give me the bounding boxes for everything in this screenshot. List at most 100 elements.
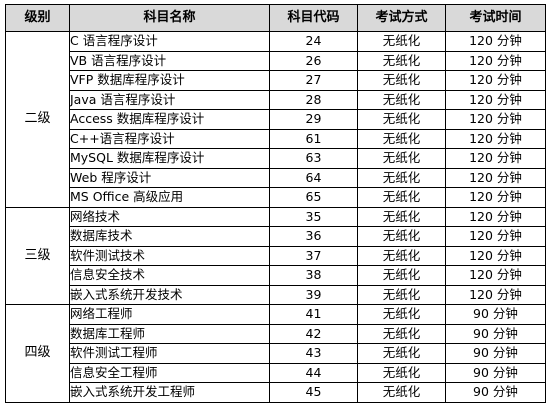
exam-method-cell: 无纸化 (357, 323, 446, 344)
table-row: 二级 C 语言程序设计 24 无纸化 120 分钟 (5, 31, 546, 208)
subject-name-cell: VB 语言程序设计 (69, 50, 270, 71)
exam-method-cell: 无纸化 (357, 206, 446, 227)
exam-time-cell: 90 分钟 (445, 304, 546, 325)
subject-name-cell: 网络工程师 (69, 304, 270, 325)
subject-name-cell: C 语言程序设计 (69, 31, 270, 52)
exam-time-cell: 120 分钟 (445, 89, 546, 110)
exam-time-cell: 120 分钟 (445, 187, 546, 208)
exam-method-cell: 无纸化 (357, 148, 446, 169)
table-row: 数据库工程师 42 无纸化 90 分钟 (6, 323, 546, 344)
subject-code-cell: 64 (269, 167, 358, 188)
table-row: MS Office 高级应用 65 无纸化 120 分钟 (6, 187, 546, 208)
subject-code-cell: 43 (269, 343, 358, 364)
exam-time-cell: 90 分钟 (445, 362, 546, 383)
exam-time-cell: 120 分钟 (445, 265, 546, 286)
header-subject-code: 科目代码 (269, 4, 358, 32)
exam-time-cell: 120 分钟 (445, 50, 546, 71)
subject-code-cell: 45 (269, 382, 358, 403)
subject-name-cell: VFP 数据库程序设计 (69, 70, 270, 91)
header-exam-time: 考试时间 (445, 4, 546, 32)
subject-code-cell: 38 (269, 265, 358, 286)
table-header-row: 级别 科目名称 科目代码 考试方式 考试时间 (5, 4, 546, 32)
exam-method-cell: 无纸化 (357, 89, 446, 110)
header-exam-method: 考试方式 (357, 4, 446, 32)
table-row: Web 程序设计 64 无纸化 120 分钟 (6, 167, 546, 188)
subject-code-cell: 35 (269, 206, 358, 227)
header-subject-name: 科目名称 (69, 4, 270, 32)
subject-name-cell: 数据库工程师 (69, 323, 270, 344)
table-row: 数据库技术 36 无纸化 120 分钟 (6, 226, 546, 247)
subject-name-cell: Web 程序设计 (69, 167, 270, 188)
subject-code-cell: 36 (269, 226, 358, 247)
exam-method-cell: 无纸化 (357, 362, 446, 383)
table-row: 信息安全技术 38 无纸化 120 分钟 (6, 265, 546, 286)
exam-time-cell: 120 分钟 (445, 31, 546, 52)
exam-time-cell: 120 分钟 (445, 109, 546, 130)
exam-method-cell: 无纸化 (357, 343, 446, 364)
subject-name-cell: 软件测试技术 (69, 245, 270, 266)
exam-method-cell: 无纸化 (357, 128, 446, 149)
subject-name-cell: MS Office 高级应用 (69, 187, 270, 208)
level-cell: 二级 (5, 31, 70, 208)
table-row: VFP 数据库程序设计 27 无纸化 120 分钟 (6, 70, 546, 91)
subject-name-cell: 信息安全技术 (69, 265, 270, 286)
subject-code-cell: 65 (269, 187, 358, 208)
subject-name-cell: 嵌入式系统开发工程师 (69, 382, 270, 403)
exam-subject-table: 级别 科目名称 科目代码 考试方式 考试时间 二级 C 语言程序设计 24 无纸化 12… (5, 4, 546, 403)
exam-method-cell: 无纸化 (357, 187, 446, 208)
table-row: VB 语言程序设计 26 无纸化 120 分钟 (6, 50, 546, 71)
document-page: 级别 科目名称 科目代码 考试方式 考试时间 二级 C 语言程序设计 24 无纸化 12… (5, 4, 546, 403)
exam-method-cell: 无纸化 (357, 226, 446, 247)
table-row: 软件测试工程师 43 无纸化 90 分钟 (6, 343, 546, 364)
table-body: 二级 C 语言程序设计 24 无纸化 120 分钟 VB 语言程序设计 26 无纸化 120 分… (5, 31, 546, 403)
exam-method-cell: 无纸化 (357, 284, 446, 305)
subject-name-cell: 数据库技术 (69, 226, 270, 247)
subject-code-cell: 41 (269, 304, 358, 325)
table-row: 信息安全工程师 44 无纸化 90 分钟 (6, 362, 546, 383)
exam-method-cell: 无纸化 (357, 31, 446, 52)
subject-code-cell: 39 (269, 284, 358, 305)
exam-time-cell: 90 分钟 (445, 343, 546, 364)
table-row: 三级 网络技术 35 无纸化 120 分钟 (5, 206, 546, 305)
subject-name-cell: MySQL 数据库程序设计 (69, 148, 270, 169)
exam-method-cell: 无纸化 (357, 109, 446, 130)
exam-time-cell: 90 分钟 (445, 382, 546, 403)
subject-name-cell: 嵌入式系统开发技术 (69, 284, 270, 305)
exam-time-cell: 120 分钟 (445, 284, 546, 305)
exam-method-cell: 无纸化 (357, 50, 446, 71)
subject-name-cell: 信息安全工程师 (69, 362, 270, 383)
table-row: Java 语言程序设计 28 无纸化 120 分钟 (6, 89, 546, 110)
subject-code-cell: 44 (269, 362, 358, 383)
table-row: 软件测试技术 37 无纸化 120 分钟 (6, 245, 546, 266)
subject-name-cell: 软件测试工程师 (69, 343, 270, 364)
subject-code-cell: 27 (269, 70, 358, 91)
subject-code-cell: 42 (269, 323, 358, 344)
table-row: 四级 网络工程师 41 无纸化 90 分钟 (5, 304, 546, 403)
table-row: Access 数据库程序设计 29 无纸化 120 分钟 (6, 109, 546, 130)
header-level: 级别 (5, 4, 70, 32)
subject-code-cell: 37 (269, 245, 358, 266)
exam-method-cell: 无纸化 (357, 304, 446, 325)
subject-name-cell: C++语言程序设计 (69, 128, 270, 149)
table-row: C++语言程序设计 61 无纸化 120 分钟 (6, 128, 546, 149)
exam-method-cell: 无纸化 (357, 265, 446, 286)
subject-code-cell: 24 (269, 31, 358, 52)
level-cell: 四级 (5, 304, 70, 403)
exam-time-cell: 120 分钟 (445, 245, 546, 266)
level-cell: 三级 (5, 206, 70, 305)
table-row: MySQL 数据库程序设计 63 无纸化 120 分钟 (6, 148, 546, 169)
exam-method-cell: 无纸化 (357, 167, 446, 188)
subject-code-cell: 29 (269, 109, 358, 130)
exam-time-cell: 120 分钟 (445, 226, 546, 247)
exam-time-cell: 120 分钟 (445, 148, 546, 169)
exam-time-cell: 120 分钟 (445, 206, 546, 227)
subject-code-cell: 28 (269, 89, 358, 110)
exam-method-cell: 无纸化 (357, 70, 446, 91)
subject-name-cell: 网络技术 (69, 206, 270, 227)
exam-method-cell: 无纸化 (357, 245, 446, 266)
subject-name-cell: Access 数据库程序设计 (69, 109, 270, 130)
subject-code-cell: 61 (269, 128, 358, 149)
subject-name-cell: Java 语言程序设计 (69, 89, 270, 110)
subject-code-cell: 63 (269, 148, 358, 169)
table-row: 嵌入式系统开发工程师 45 无纸化 90 分钟 (6, 382, 546, 403)
